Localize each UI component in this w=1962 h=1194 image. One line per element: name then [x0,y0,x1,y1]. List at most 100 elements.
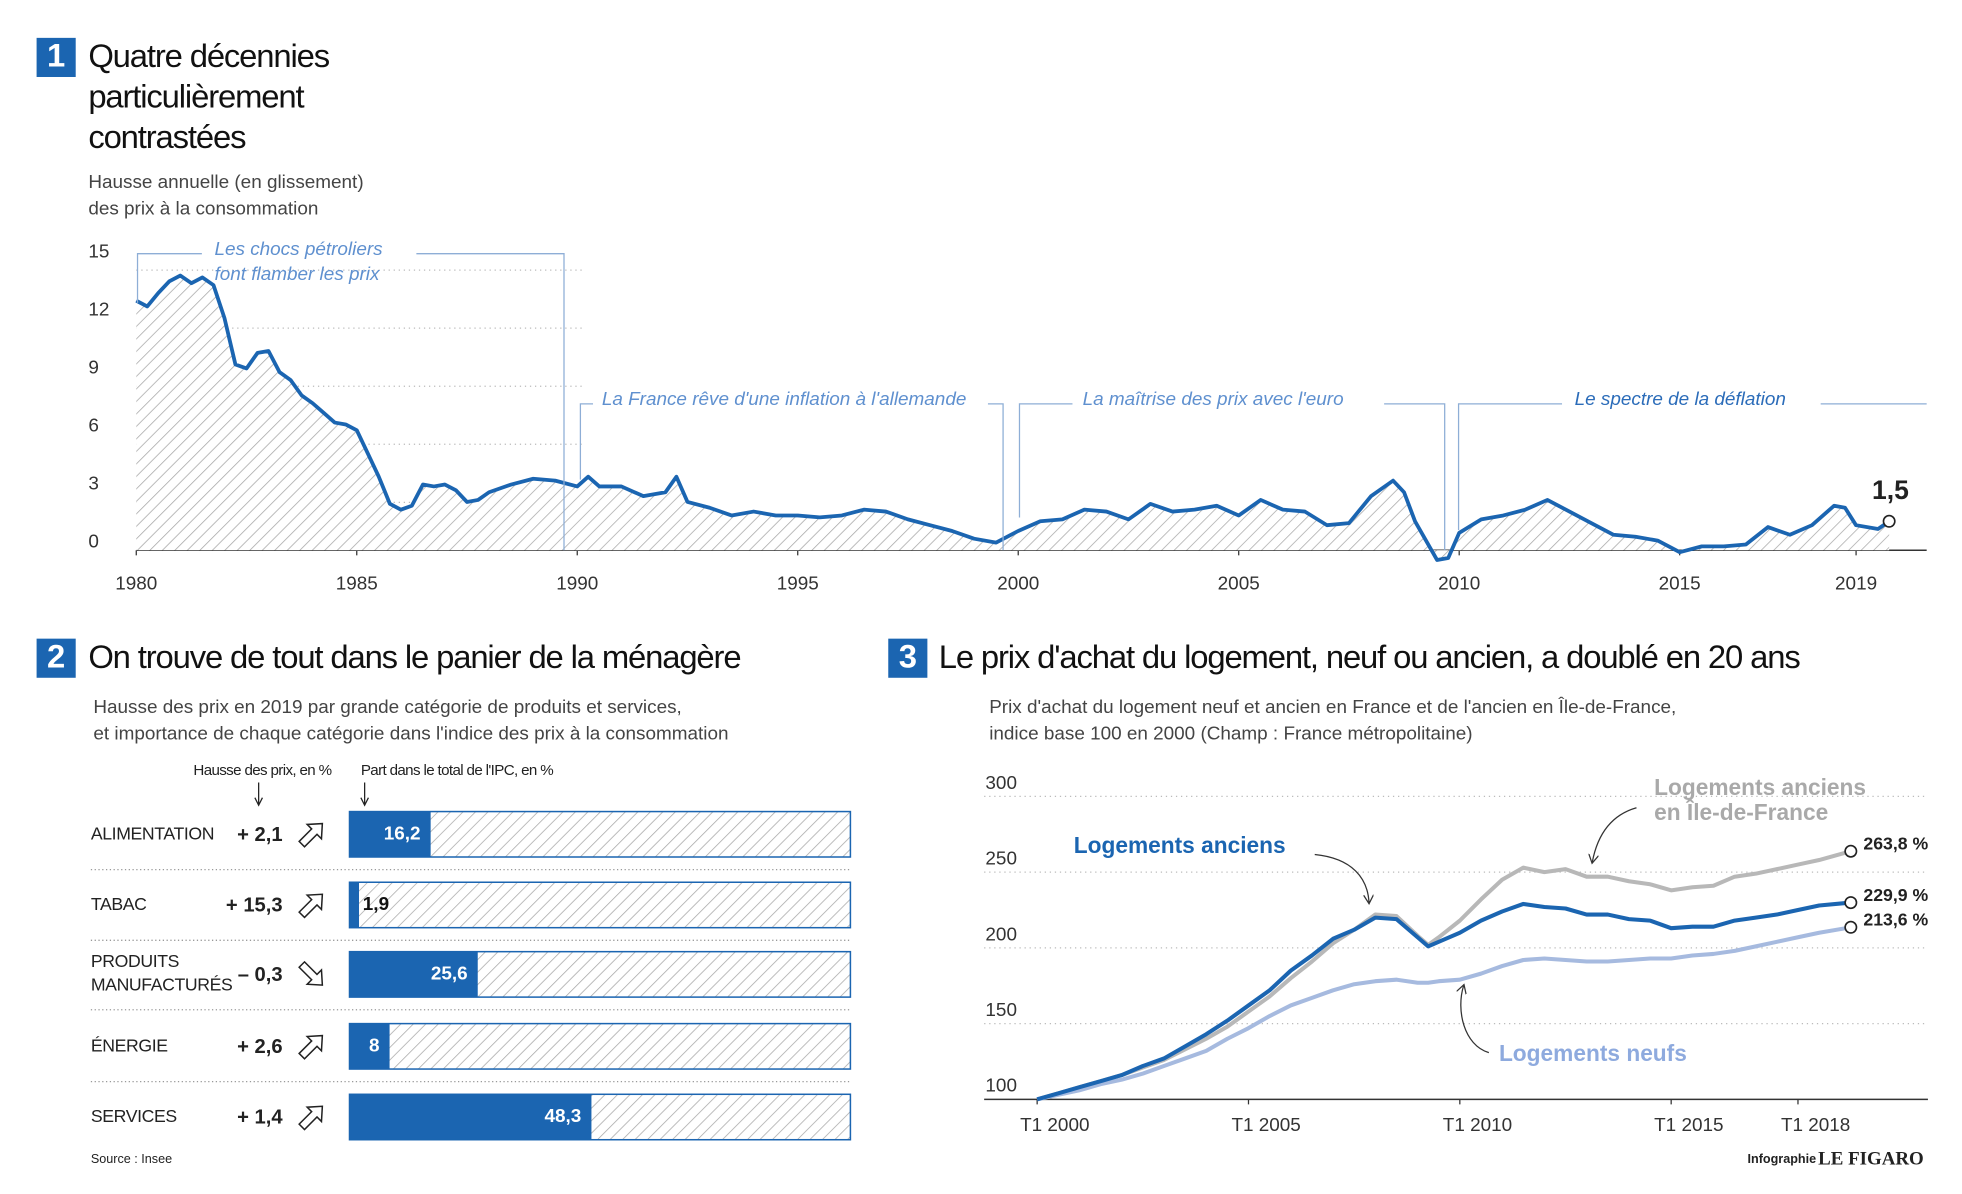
number-box [36,37,76,77]
annotation: La maîtrise des prix avec l'euro [1083,389,1344,410]
price-change: + 2,1 [237,824,282,846]
series-label-line: Logements anciens [1654,774,1866,800]
annotation-bracket [416,253,565,551]
end-point [1844,896,1858,910]
price-change: + 2,6 [237,1036,282,1058]
annotation-bracket [1457,403,1563,531]
category-label-line: MANUFACTURÉS [91,974,233,994]
subtitle-line: des prix à la consommation [88,199,318,220]
x-tick-label: T1 2005 [1231,1115,1300,1136]
x-tick-label: 2000 [997,573,1039,594]
y-tick-label: 100 [985,1076,1017,1097]
annotation-bracket [579,403,594,480]
annotation: Le spectre de la déflation [1575,389,1786,410]
trend-arrow [298,822,324,848]
bar-label: 48,3 [545,1106,582,1127]
inflation-line [135,273,1891,562]
category-label: SERVICES [91,1106,177,1126]
series-label: Logements anciens en Île-de-France [1654,774,1866,825]
series-line [1036,925,1852,1102]
x-tick-label: 1985 [336,573,378,594]
series-line [1036,900,1852,1102]
subtitle-line: Hausse des prix en 2019 par grande catég… [93,697,681,718]
subtitle-line: Prix d'achat du logement neuf et ancien … [989,696,1676,718]
y-tick-label: 250 [985,849,1017,870]
category-label: TABAC [91,894,147,914]
panel-title-line: particulièrement [88,77,304,114]
annotation-bracket [136,253,202,303]
end-label: 1,5 [1872,475,1909,505]
number-box [36,638,76,678]
x-tick-label: 2019 [1835,573,1877,594]
series-label: Logements neufs [1499,1040,1687,1066]
bar-label: 25,6 [431,963,468,984]
column-header: Hausse des prix, en % [193,762,331,779]
annotation-line: font flamber les prix [214,264,379,285]
annotation-line: Le spectre de la déflation [1575,389,1786,410]
panel-title-line: Le prix d'achat du logement, neuf ou anc… [939,638,1801,675]
area [136,275,1890,561]
end-point [1844,844,1858,858]
series-label-line: Logements neufs [1499,1040,1687,1066]
series-label: Logements anciens [1074,832,1286,858]
panel-title: Quatre décennies particulièrement contrast… [88,37,329,155]
bar-track [348,881,852,929]
panel-number: 2 [47,638,65,675]
x-tick-label: 2010 [1438,573,1480,594]
panel-title-line: contrastées [88,118,246,155]
subtitle-line: Hausse annuelle (en glissement) [88,172,363,193]
bar [349,951,478,998]
column-header: Part dans le total de l'IPC, en % [361,762,553,779]
end-point [1882,514,1896,528]
x-tick-label: 1990 [556,573,598,594]
end-label: 229,9 % [1863,885,1928,905]
header-arrow [360,782,369,807]
x-tick-label: T1 2010 [1443,1115,1512,1136]
annotation-line: La France rêve d'une inflation à l'allem… [602,389,967,410]
category-label: PRODUITS MANUFACTURÉS [91,950,233,994]
category-label: ALIMENTATION [91,823,214,843]
category-label-line: ALIMENTATION [91,823,214,843]
trend-arrow [298,960,324,986]
category-label-line: PRODUITS [91,950,179,970]
panel-title-line: On trouve de tout dans le panier de la m… [88,638,740,675]
bar-track [348,1022,852,1070]
y-tick-label: 3 [88,474,99,495]
annotation-line: La maîtrise des prix avec l'euro [1083,389,1344,410]
y-tick-label: 6 [88,416,99,437]
credit-prefix: Infographie [1748,1152,1817,1166]
trend-arrow [298,1034,324,1060]
panel-number: 3 [899,638,917,675]
bar-label: 8 [369,1035,380,1056]
panel-title-line: Quatre décennies [88,37,329,74]
panel-title: Le prix d'achat du logement, neuf ou anc… [939,638,1801,675]
end-label: 263,8 % [1863,834,1928,854]
annotation-line: Les chocs pétroliers [214,239,383,260]
x-tick-label: 2005 [1218,573,1260,594]
y-tick-label: 15 [88,241,109,262]
category-label-line: ÉNERGIE [91,1035,168,1055]
x-tick-label: T1 2015 [1654,1115,1723,1136]
bar-label: 16,2 [384,823,421,844]
category-label-line: TABAC [91,894,147,914]
x-tick-label: 2015 [1659,573,1701,594]
price-change: + 15,3 [226,895,283,917]
subtitle: Hausse des prix en 2019 par grande catég… [93,697,728,745]
bar [349,1094,592,1140]
subtitle: Prix d'achat du logement neuf et ancien … [989,696,1676,745]
bar [349,1023,390,1070]
subtitle: Hausse annuelle (en glissement) des prix … [88,172,363,220]
trend-arrow [298,1105,324,1131]
bar-label: 1,9 [363,894,389,915]
x-tick-label: T1 2018 [1781,1115,1850,1136]
price-change: – 0,3 [238,964,283,986]
y-tick-label: 300 [985,773,1017,794]
number-box [888,638,928,678]
annotation-bracket [987,403,1004,551]
bar [349,882,360,928]
label-arrow [1461,986,1490,1054]
category-label-line: SERVICES [91,1106,177,1126]
annotation: Les chocs pétroliers font flamber les pri… [214,239,383,285]
y-tick-label: 0 [88,532,99,553]
annotation-bracket [1018,403,1073,518]
